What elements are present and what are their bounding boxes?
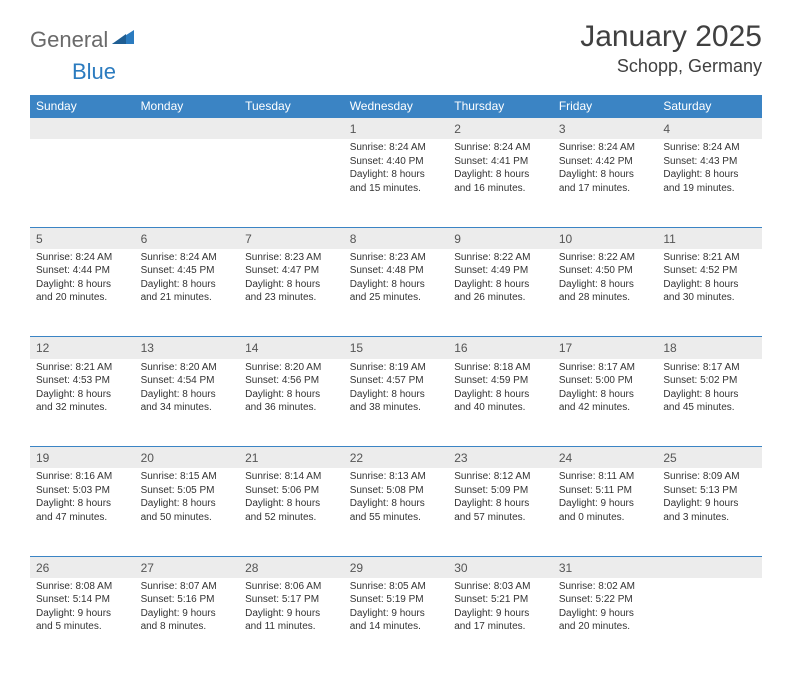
day-content-cell: Sunrise: 8:23 AMSunset: 4:48 PMDaylight:… (344, 249, 449, 337)
day-content-cell: Sunrise: 8:23 AMSunset: 4:47 PMDaylight:… (239, 249, 344, 337)
day-number-cell: 4 (657, 118, 762, 140)
day-number-cell: 18 (657, 337, 762, 359)
day-content-cell: Sunrise: 8:18 AMSunset: 4:59 PMDaylight:… (448, 359, 553, 447)
day-number-cell (657, 556, 762, 578)
month-title: January 2025 (580, 20, 762, 54)
location: Schopp, Germany (580, 56, 762, 77)
day-number-cell: 8 (344, 227, 449, 249)
day-content-cell: Sunrise: 8:22 AMSunset: 4:49 PMDaylight:… (448, 249, 553, 337)
day-content-cell: Sunrise: 8:05 AMSunset: 5:19 PMDaylight:… (344, 578, 449, 666)
day-number-row: 1234 (30, 118, 762, 140)
calendar-page: General January 2025 Schopp, Germany Blu… (0, 0, 792, 676)
day-content-cell: Sunrise: 8:02 AMSunset: 5:22 PMDaylight:… (553, 578, 658, 666)
weekday-header: Thursday (448, 95, 553, 118)
day-number-cell: 5 (30, 227, 135, 249)
day-content-cell: Sunrise: 8:24 AMSunset: 4:41 PMDaylight:… (448, 139, 553, 227)
day-content-cell: Sunrise: 8:16 AMSunset: 5:03 PMDaylight:… (30, 468, 135, 556)
logo-word1: General (30, 27, 108, 53)
day-content-cell: Sunrise: 8:19 AMSunset: 4:57 PMDaylight:… (344, 359, 449, 447)
day-number-cell: 31 (553, 556, 658, 578)
logo-word2: Blue (72, 59, 116, 85)
day-content-cell: Sunrise: 8:08 AMSunset: 5:14 PMDaylight:… (30, 578, 135, 666)
day-content-cell: Sunrise: 8:11 AMSunset: 5:11 PMDaylight:… (553, 468, 658, 556)
day-content-cell: Sunrise: 8:13 AMSunset: 5:08 PMDaylight:… (344, 468, 449, 556)
day-number-cell: 10 (553, 227, 658, 249)
day-number-cell: 14 (239, 337, 344, 359)
calendar-table: SundayMondayTuesdayWednesdayThursdayFrid… (30, 95, 762, 666)
day-number-cell: 7 (239, 227, 344, 249)
day-content-cell (239, 139, 344, 227)
day-content-row: Sunrise: 8:16 AMSunset: 5:03 PMDaylight:… (30, 468, 762, 556)
day-number-cell: 16 (448, 337, 553, 359)
day-content-row: Sunrise: 8:24 AMSunset: 4:40 PMDaylight:… (30, 139, 762, 227)
day-content-cell: Sunrise: 8:24 AMSunset: 4:42 PMDaylight:… (553, 139, 658, 227)
day-number-cell: 20 (135, 447, 240, 469)
day-content-cell: Sunrise: 8:06 AMSunset: 5:17 PMDaylight:… (239, 578, 344, 666)
day-content-row: Sunrise: 8:21 AMSunset: 4:53 PMDaylight:… (30, 359, 762, 447)
day-content-cell: Sunrise: 8:21 AMSunset: 4:53 PMDaylight:… (30, 359, 135, 447)
day-number-cell: 30 (448, 556, 553, 578)
logo: General (30, 26, 136, 53)
day-number-cell: 25 (657, 447, 762, 469)
day-content-cell: Sunrise: 8:24 AMSunset: 4:43 PMDaylight:… (657, 139, 762, 227)
weekday-header: Friday (553, 95, 658, 118)
calendar-body: 1234 Sunrise: 8:24 AMSunset: 4:40 PMDayl… (30, 118, 762, 666)
day-number-cell: 23 (448, 447, 553, 469)
logo-triangle-icon (112, 26, 134, 49)
day-number-cell: 12 (30, 337, 135, 359)
day-number-cell: 19 (30, 447, 135, 469)
day-number-cell: 11 (657, 227, 762, 249)
day-number-row: 567891011 (30, 227, 762, 249)
day-content-cell: Sunrise: 8:15 AMSunset: 5:05 PMDaylight:… (135, 468, 240, 556)
weekday-header: Sunday (30, 95, 135, 118)
day-content-cell: Sunrise: 8:14 AMSunset: 5:06 PMDaylight:… (239, 468, 344, 556)
day-content-cell: Sunrise: 8:24 AMSunset: 4:45 PMDaylight:… (135, 249, 240, 337)
day-content-cell: Sunrise: 8:09 AMSunset: 5:13 PMDaylight:… (657, 468, 762, 556)
day-content-cell: Sunrise: 8:20 AMSunset: 4:54 PMDaylight:… (135, 359, 240, 447)
day-number-cell (135, 118, 240, 140)
day-number-cell: 26 (30, 556, 135, 578)
day-content-row: Sunrise: 8:24 AMSunset: 4:44 PMDaylight:… (30, 249, 762, 337)
day-number-cell: 27 (135, 556, 240, 578)
day-number-cell: 6 (135, 227, 240, 249)
day-number-cell: 15 (344, 337, 449, 359)
day-number-cell: 13 (135, 337, 240, 359)
day-number-row: 262728293031 (30, 556, 762, 578)
title-block: January 2025 Schopp, Germany (580, 20, 762, 77)
day-number-cell: 29 (344, 556, 449, 578)
day-content-cell: Sunrise: 8:03 AMSunset: 5:21 PMDaylight:… (448, 578, 553, 666)
day-content-cell: Sunrise: 8:12 AMSunset: 5:09 PMDaylight:… (448, 468, 553, 556)
day-content-cell (135, 139, 240, 227)
day-number-cell: 1 (344, 118, 449, 140)
day-content-cell: Sunrise: 8:24 AMSunset: 4:40 PMDaylight:… (344, 139, 449, 227)
day-number-cell: 28 (239, 556, 344, 578)
day-content-cell: Sunrise: 8:17 AMSunset: 5:02 PMDaylight:… (657, 359, 762, 447)
day-content-cell: Sunrise: 8:07 AMSunset: 5:16 PMDaylight:… (135, 578, 240, 666)
weekday-header: Tuesday (239, 95, 344, 118)
day-content-cell: Sunrise: 8:20 AMSunset: 4:56 PMDaylight:… (239, 359, 344, 447)
day-number-row: 12131415161718 (30, 337, 762, 359)
day-number-row: 19202122232425 (30, 447, 762, 469)
weekday-header: Saturday (657, 95, 762, 118)
day-number-cell (239, 118, 344, 140)
day-number-cell: 2 (448, 118, 553, 140)
day-content-row: Sunrise: 8:08 AMSunset: 5:14 PMDaylight:… (30, 578, 762, 666)
weekday-header: Monday (135, 95, 240, 118)
day-number-cell: 17 (553, 337, 658, 359)
day-content-cell (30, 139, 135, 227)
day-content-cell (657, 578, 762, 666)
day-content-cell: Sunrise: 8:17 AMSunset: 5:00 PMDaylight:… (553, 359, 658, 447)
day-number-cell (30, 118, 135, 140)
weekday-header-row: SundayMondayTuesdayWednesdayThursdayFrid… (30, 95, 762, 118)
day-number-cell: 21 (239, 447, 344, 469)
day-content-cell: Sunrise: 8:21 AMSunset: 4:52 PMDaylight:… (657, 249, 762, 337)
day-content-cell: Sunrise: 8:24 AMSunset: 4:44 PMDaylight:… (30, 249, 135, 337)
day-number-cell: 22 (344, 447, 449, 469)
weekday-header: Wednesday (344, 95, 449, 118)
day-number-cell: 9 (448, 227, 553, 249)
day-content-cell: Sunrise: 8:22 AMSunset: 4:50 PMDaylight:… (553, 249, 658, 337)
day-number-cell: 24 (553, 447, 658, 469)
day-number-cell: 3 (553, 118, 658, 140)
